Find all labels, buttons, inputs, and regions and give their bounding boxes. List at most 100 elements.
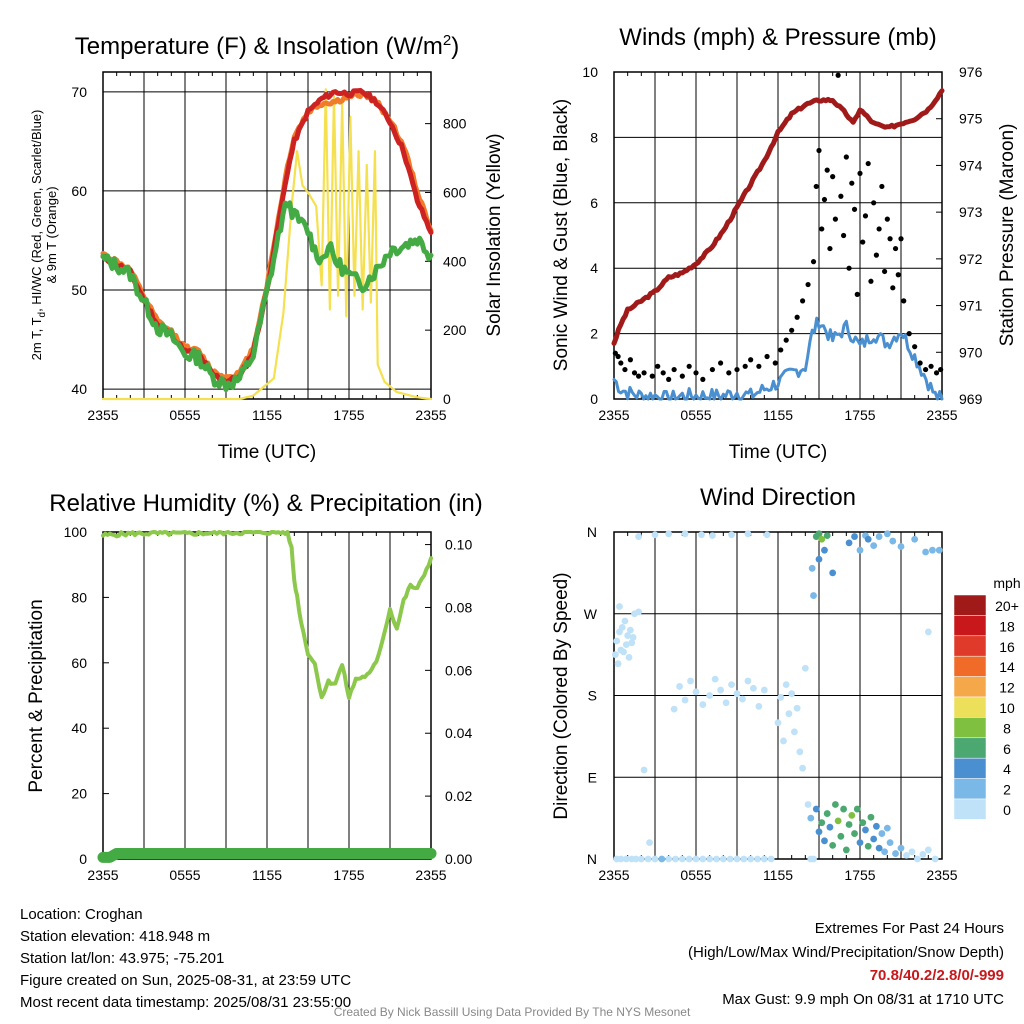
y-right-tick-label: 0.00 — [445, 851, 472, 867]
direction-point — [791, 728, 798, 736]
sonic-wind-line — [612, 316, 944, 401]
y-right-tick-label: 400 — [443, 253, 467, 269]
temperature-insolation-panel: 2355 0555 1155 1755 235540506070020040060080… — [29, 32, 505, 463]
legend-label: 10 — [999, 700, 1015, 716]
direction-point — [796, 748, 804, 756]
y-left-tick-label: 80 — [71, 589, 87, 605]
direction-point — [628, 639, 636, 647]
x-tick-label: 1755 — [333, 867, 364, 883]
y-right-tick-label: 600 — [443, 184, 467, 200]
gust-point — [860, 239, 866, 245]
precipitation-line — [97, 847, 437, 863]
legend-swatch — [953, 757, 987, 779]
gust-point — [783, 337, 789, 343]
direction-point — [672, 855, 679, 863]
gust-point — [709, 366, 716, 373]
direction-point — [903, 851, 910, 859]
label-rest: , HI/WC (Red, Green, Scarlet/Blue) — [29, 110, 44, 312]
direction-point — [763, 531, 771, 539]
direction-point — [815, 555, 823, 563]
direction-point — [777, 693, 785, 701]
gust-point — [778, 347, 784, 353]
direction-point — [728, 531, 735, 539]
direction-point — [699, 855, 707, 863]
legend-title: mph — [993, 575, 1020, 591]
legend-swatch — [953, 615, 987, 637]
gust-point — [873, 252, 880, 258]
y-axis-label: Direction (Colored By Speed) — [551, 572, 572, 819]
extremes-legend: (High/Low/Max Wind/Precipitation/Snow De… — [688, 943, 1004, 961]
y-right-tick-label: 973 — [959, 204, 983, 220]
y-tick-label: N — [587, 524, 597, 540]
y-left-tick-label: 6 — [590, 195, 598, 211]
x-tick-label: 1155 — [763, 867, 793, 883]
direction-point — [627, 626, 634, 634]
gust-point — [898, 236, 904, 242]
gust-point — [618, 360, 624, 366]
y-left-axis-label-line2: & 9m T (Orange) — [44, 186, 59, 283]
direction-point — [698, 531, 705, 539]
gust-point — [882, 268, 888, 275]
direction-point — [924, 846, 932, 854]
direction-point — [931, 855, 939, 863]
direction-point — [681, 530, 689, 538]
gust-point — [816, 147, 822, 154]
x-tick-label: 0555 — [169, 407, 200, 423]
direction-point — [637, 855, 645, 863]
gust-point — [841, 232, 847, 239]
gust-point — [772, 360, 778, 366]
legend-label: 16 — [999, 639, 1015, 655]
gust-point — [827, 245, 833, 252]
direction-point — [810, 592, 817, 599]
gust-point — [810, 259, 817, 265]
legend-swatch — [953, 798, 987, 820]
y-tick-label: S — [588, 688, 597, 704]
direction-point — [875, 533, 883, 540]
x-tick-label: 0555 — [169, 867, 200, 883]
y-left-tick-label: 0 — [590, 391, 598, 407]
x-tick-label: 2355 — [415, 867, 446, 883]
direction-point — [897, 543, 905, 550]
legend-label: 8 — [1003, 720, 1011, 736]
y-right-tick-label: 800 — [443, 116, 467, 132]
direction-point — [862, 826, 869, 834]
subscript: d — [37, 312, 48, 318]
gust-point — [756, 363, 762, 369]
gust-point — [748, 357, 754, 363]
direction-point — [719, 855, 727, 863]
direction-point — [864, 842, 872, 850]
x-tick-label: 1755 — [333, 407, 364, 423]
direction-point — [611, 651, 619, 659]
gust-point — [917, 360, 923, 366]
gust-point — [789, 327, 795, 333]
gust-point — [649, 373, 655, 379]
gust-point — [857, 170, 863, 176]
legend-label: 20+ — [995, 598, 1019, 614]
gust-point — [636, 373, 642, 379]
panel-title-temperature: Temperature (F) & Insolation (W/m2) — [75, 32, 459, 60]
gust-point — [800, 298, 806, 304]
direction-point — [706, 692, 714, 699]
gust-point — [879, 183, 885, 190]
legend-label: 14 — [999, 659, 1015, 675]
gust-point — [764, 353, 770, 360]
direction-point — [713, 855, 720, 863]
panel-title-humidity: Relative Humidity (%) & Precipitation (i… — [49, 490, 482, 517]
legend-swatch — [953, 717, 987, 739]
direction-point — [665, 855, 673, 863]
direction-point — [635, 533, 642, 540]
direction-point — [717, 686, 724, 694]
direction-point — [750, 684, 757, 692]
gust-point — [627, 357, 634, 363]
direction-point — [744, 530, 752, 538]
direction-point — [780, 737, 787, 745]
direction-point — [740, 855, 748, 863]
direction-point — [870, 542, 878, 550]
direction-point — [845, 539, 853, 547]
direction-point — [914, 855, 921, 863]
direction-point — [853, 805, 861, 813]
x-tick-label: 2355 — [926, 867, 957, 883]
y-left-tick-label: 4 — [590, 260, 598, 276]
gust-point — [813, 183, 819, 190]
